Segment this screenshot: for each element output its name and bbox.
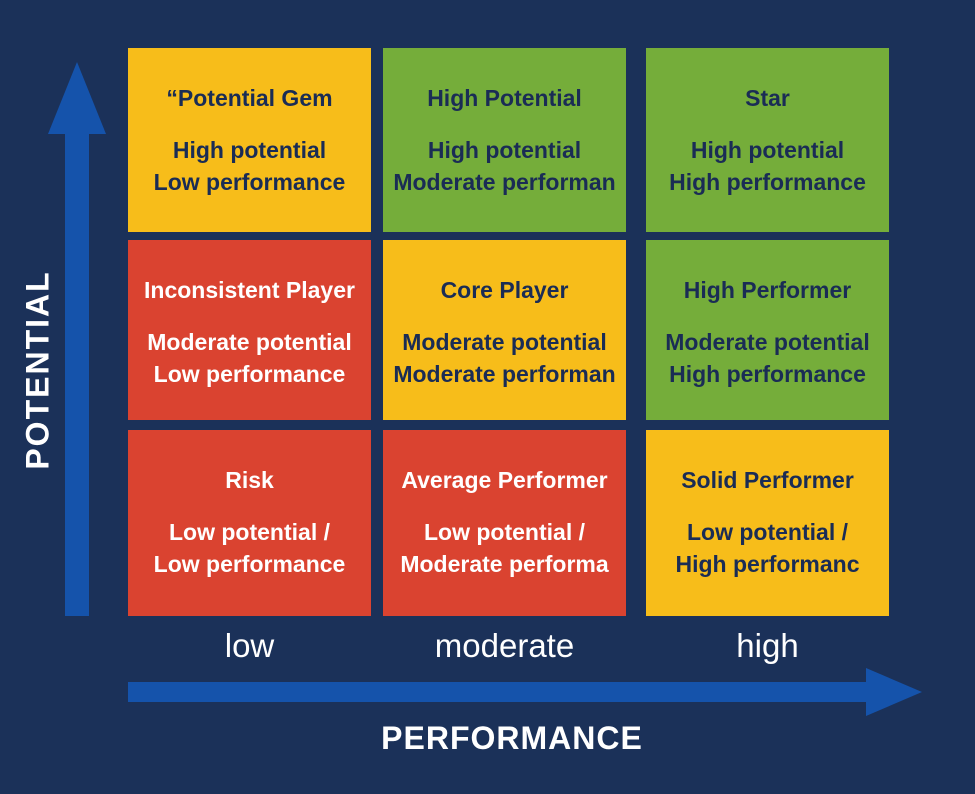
cell-performance-line: High performanc: [675, 551, 860, 577]
cell-performance-line: Low performance: [153, 169, 346, 195]
y-axis-arrow: [48, 62, 106, 616]
x-level-moderate: moderate: [434, 627, 575, 664]
cell-performance-line: Low performance: [153, 551, 346, 577]
cell-performance-line: High performance: [669, 169, 866, 195]
cell-performance-line: Low performance: [153, 361, 346, 387]
grid-cell: Star High potential High performance: [646, 48, 889, 232]
cell-title: Inconsistent Player: [144, 277, 355, 303]
cell-title: High Potential: [427, 85, 582, 111]
cell-potential-line: Low potential /: [169, 519, 330, 545]
cell-title: Star: [745, 85, 790, 111]
x-level-high: high: [736, 627, 799, 664]
grid-cell: Average Performer Low potential / Moderate…: [383, 430, 626, 616]
cell-potential-line: Low potential /: [424, 519, 585, 545]
x-axis-title: PERFORMANCE: [381, 720, 643, 756]
cell-potential-line: High potential: [690, 137, 845, 163]
grid-cell: “Potential Gem High potential Low performa…: [128, 48, 371, 232]
cell-title: Core Player: [440, 277, 569, 303]
cell-potential-line: Moderate potential: [147, 329, 352, 355]
cell-performance-line: Moderate performa: [400, 551, 609, 577]
cell-title: Solid Performer: [681, 467, 854, 493]
cell-title: High Performer: [683, 277, 852, 303]
cell-potential-line: Moderate potential: [665, 329, 870, 355]
x-level-low: low: [224, 627, 275, 664]
y-axis-title-text: POTENTIAL: [19, 270, 56, 470]
grid-cell: Core Player Moderate potential Moderate pe…: [383, 240, 626, 420]
cell-potential-line: High potential: [172, 137, 327, 163]
cell-potential-line: Low potential /: [687, 519, 848, 545]
cell-potential-line: High potential: [427, 137, 582, 163]
cell-performance-line: Moderate performan: [393, 169, 616, 195]
grid-cell: Solid Performer Low potential / High perfo…: [646, 430, 889, 616]
cell-title: Risk: [225, 467, 274, 493]
cell-title: “Potential Gem: [166, 85, 333, 111]
cell-performance-line: Moderate performan: [393, 361, 616, 387]
cell-potential-line: Moderate potential: [402, 329, 607, 355]
grid-cell: Risk Low potential / Low performance: [128, 430, 371, 616]
cell-title: Average Performer: [401, 467, 608, 493]
x-axis-arrow: [128, 668, 922, 716]
grid-cell: High Potential High potential Moderate per…: [383, 48, 626, 232]
grid-cell: Inconsistent Player Moderate potential Low…: [128, 240, 371, 420]
grid-cell: High Performer Moderate potential High per…: [646, 240, 889, 420]
cell-performance-line: High performance: [669, 361, 866, 387]
